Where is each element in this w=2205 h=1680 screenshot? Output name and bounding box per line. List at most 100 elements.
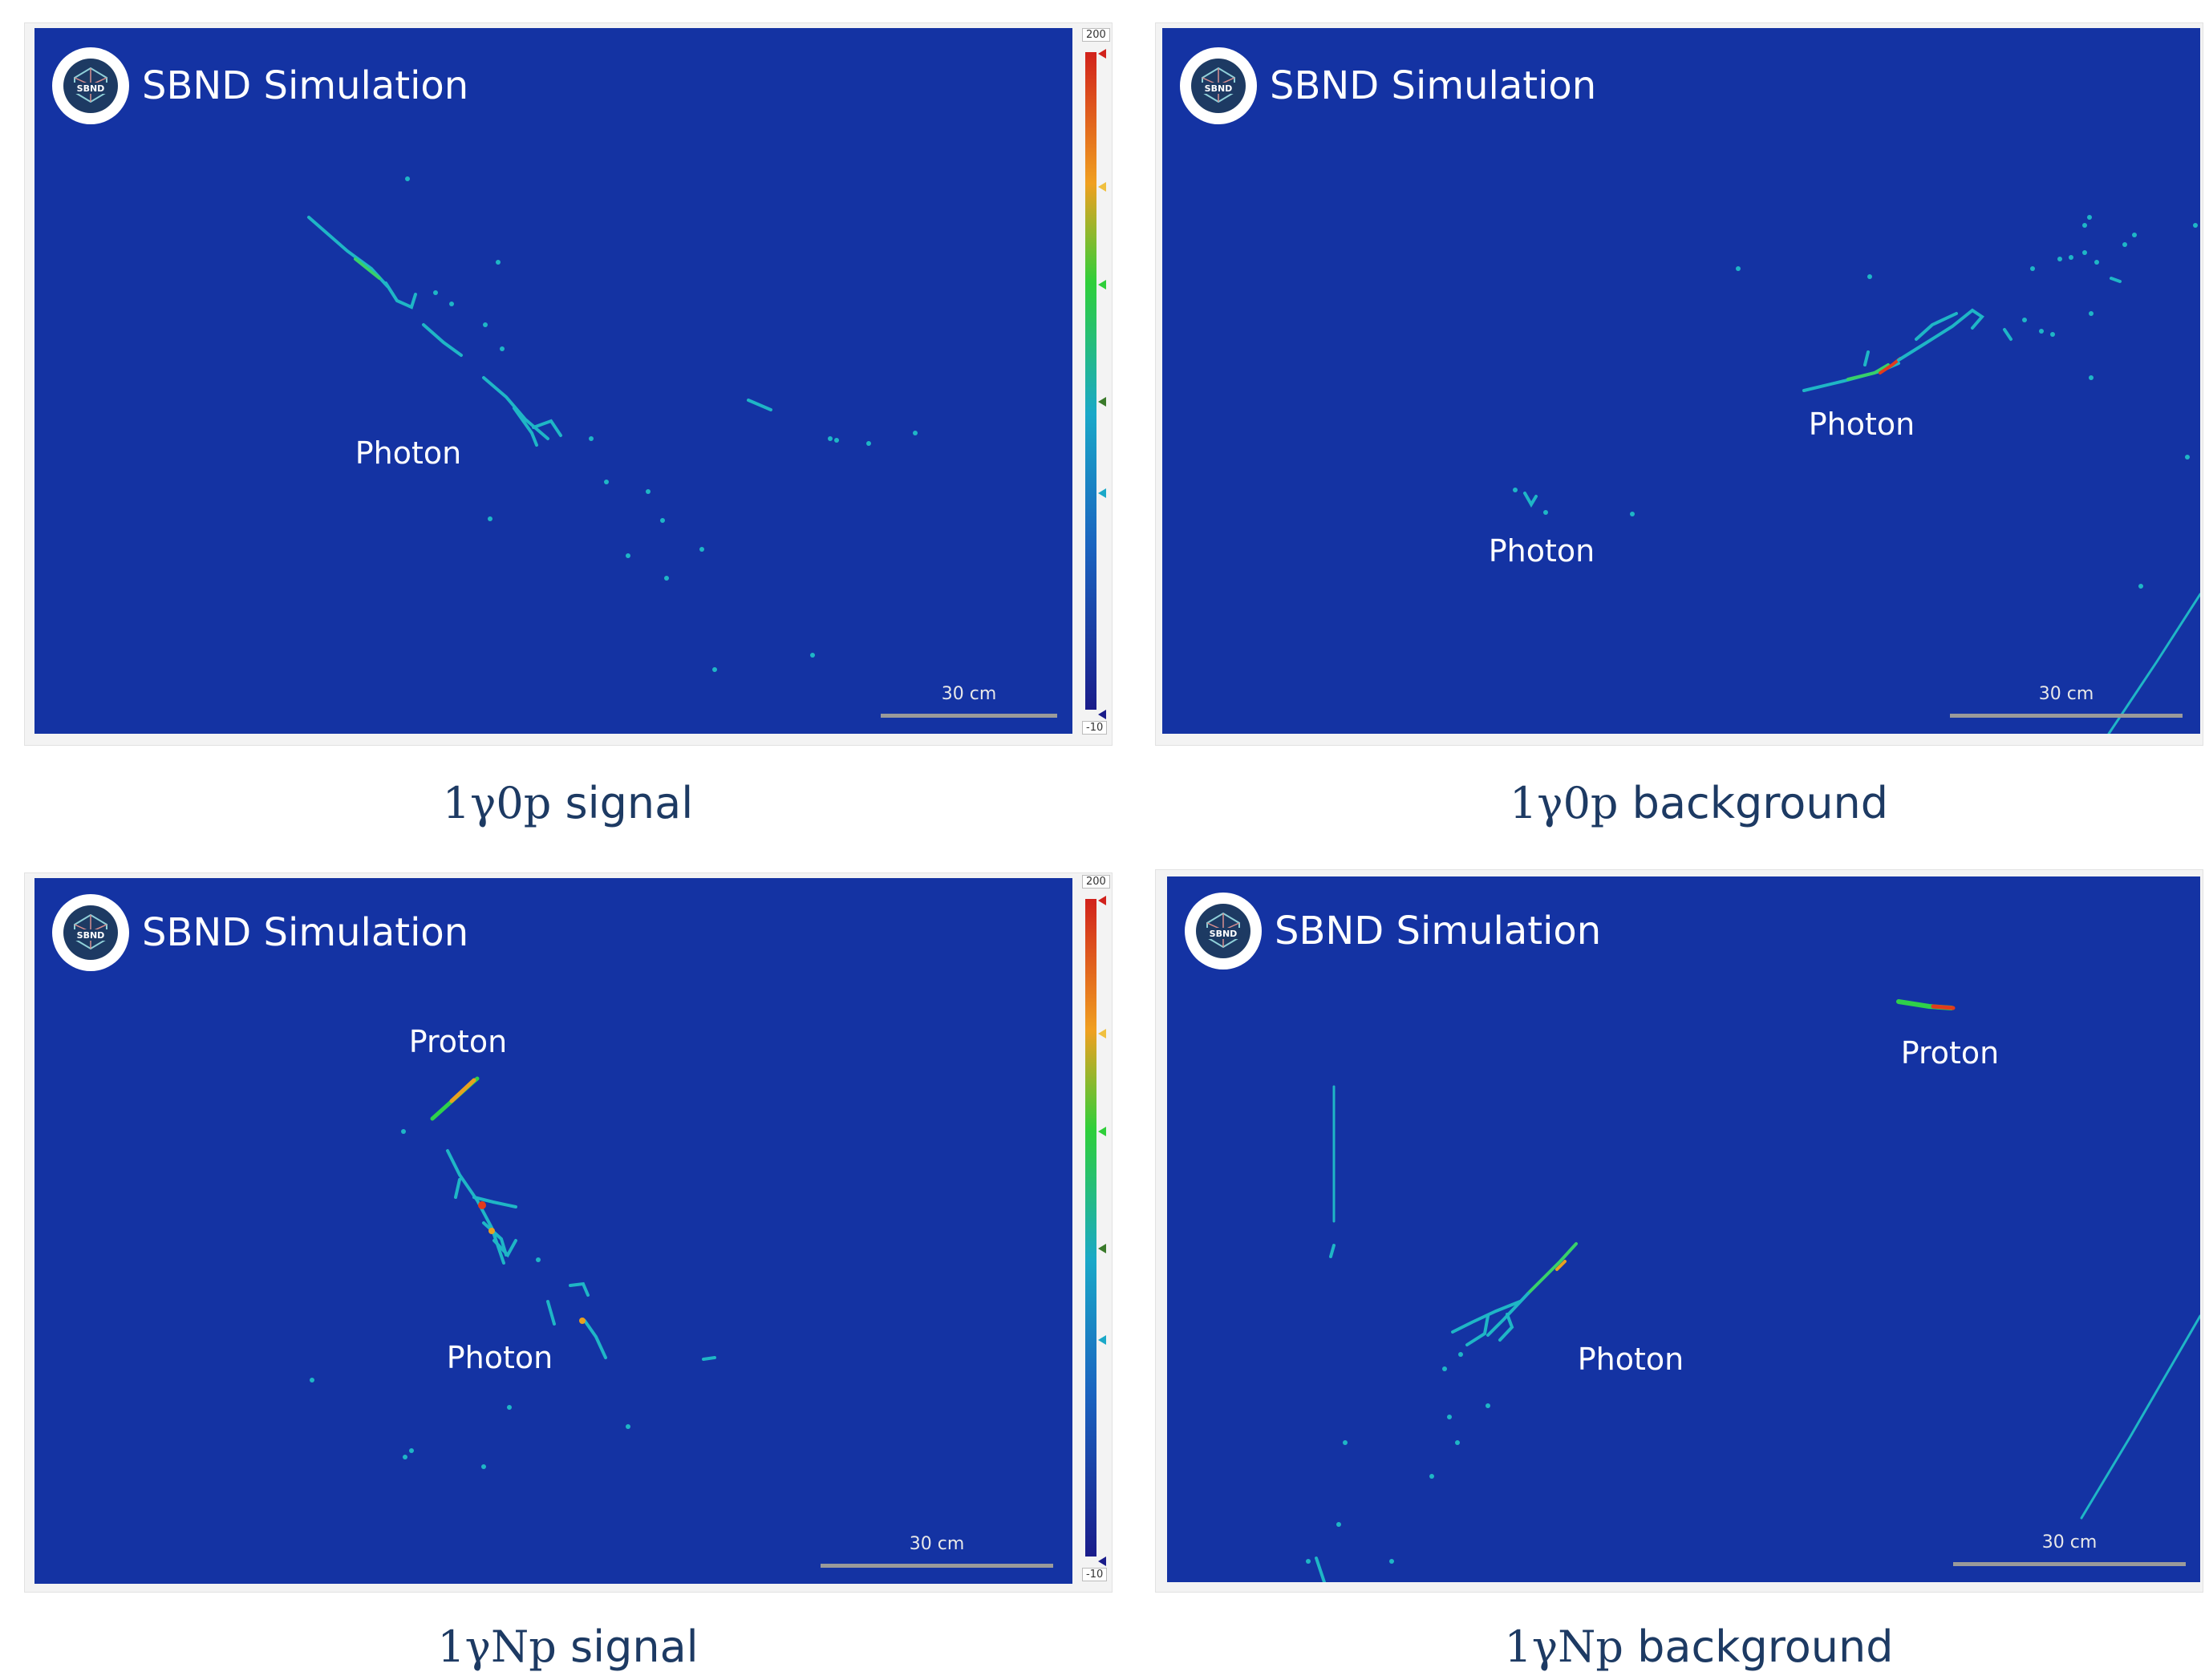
- hit: [401, 1129, 406, 1134]
- caption-1gNp-signal: 1γNp signal: [437, 1621, 698, 1672]
- hit: [2087, 215, 2092, 220]
- scale-bar: 30 cm: [881, 684, 1057, 718]
- scale-line: [1950, 714, 2183, 718]
- colorbar-gradient: [1085, 49, 1106, 719]
- photon-track: [354, 257, 381, 280]
- event-display-canvas: SBND SBND Simulation Proton Photon 30 cm: [1167, 876, 2200, 1582]
- hit: [866, 441, 871, 446]
- photon-track: [446, 1149, 505, 1265]
- caption-math: 1γ0p: [1509, 778, 1619, 828]
- vertical-track: [1329, 1244, 1336, 1258]
- photon-track: [546, 1300, 556, 1326]
- hit: [2069, 255, 2073, 260]
- brand-title: SBND Simulation: [142, 63, 469, 108]
- colorbar-min: -10: [1082, 721, 1108, 735]
- event-display-canvas: SBND SBND Simulation Photon Photon 30 cm: [1162, 28, 2200, 734]
- event-display-1gNp-background: SBND SBND Simulation Proton Photon 30 cm: [1155, 869, 2203, 1593]
- hit: [405, 176, 410, 181]
- track-overlay: [307, 176, 918, 672]
- colorbar-gradient: [1085, 896, 1106, 1566]
- hit: [1455, 1440, 1460, 1445]
- hit: [536, 1257, 541, 1262]
- scale-line: [821, 1564, 1053, 1568]
- track-overlay: [1513, 215, 2200, 734]
- hit: [664, 576, 669, 581]
- colorbar-max: 200: [1082, 875, 1110, 889]
- proton-track: [1931, 1004, 1956, 1010]
- photon-track: [583, 1319, 607, 1359]
- hit: [488, 516, 492, 521]
- photon-track: [1915, 312, 1958, 341]
- hit: [626, 1424, 630, 1429]
- hit: [1306, 1559, 1311, 1564]
- caption-math: 1γNp: [437, 1621, 557, 1672]
- hit: [481, 1464, 486, 1469]
- photon-track: [422, 323, 463, 357]
- hit: [712, 667, 717, 672]
- sbnd-brand: SBND SBND Simulation: [51, 893, 468, 973]
- photon-track: [1523, 492, 1538, 508]
- particle-label-photon: Photon: [446, 1340, 553, 1375]
- hit: [828, 436, 833, 441]
- hit: [660, 518, 665, 523]
- hot-hit: [478, 1201, 486, 1209]
- particle-label-proton: Proton: [408, 1024, 508, 1059]
- photon-track: [1451, 1300, 1522, 1334]
- scale-line: [1953, 1562, 2186, 1566]
- logo-center-text: SBND: [1205, 83, 1233, 94]
- proton-track: [449, 1078, 476, 1103]
- photon-track: [1897, 308, 1984, 362]
- hit: [1543, 510, 1548, 515]
- brand-title: SBND Simulation: [1270, 63, 1597, 108]
- hit: [1343, 1440, 1348, 1445]
- scale-bar: 30 cm: [1953, 1532, 2186, 1566]
- scale-text: 30 cm: [2041, 1532, 2098, 1552]
- hit: [507, 1405, 512, 1410]
- photon-track: [1555, 1260, 1567, 1271]
- scale-line: [881, 714, 1057, 718]
- hit: [1458, 1352, 1463, 1357]
- hit: [699, 547, 704, 552]
- hit: [2094, 260, 2099, 265]
- hit: [2030, 266, 2035, 271]
- caption-1g0p-signal: 1γ0p signal: [443, 778, 693, 828]
- hit: [483, 322, 488, 327]
- hit: [2039, 329, 2044, 334]
- photon-track: [702, 1356, 716, 1361]
- logo-center-text: SBND: [77, 83, 105, 94]
- vertical-track: [1315, 1557, 1326, 1582]
- colorbar-max: 200: [1082, 28, 1110, 42]
- track-overlay: [310, 1076, 716, 1469]
- hit: [2089, 311, 2094, 316]
- caption-word: background: [1637, 1621, 1894, 1672]
- logo-center-text: SBND: [77, 930, 105, 941]
- photon-track: [2003, 328, 2012, 341]
- photon-track: [1465, 1314, 1490, 1346]
- photon-track: [2110, 277, 2122, 283]
- photon-track: [384, 281, 417, 310]
- brand-title: SBND Simulation: [142, 910, 469, 955]
- sbnd-brand: SBND SBND Simulation: [1183, 891, 1601, 971]
- scale-bar: 30 cm: [821, 1534, 1053, 1568]
- particle-label-photon: Photon: [355, 435, 462, 471]
- event-display-1g0p-signal: SBND SBND Simulation Photon 30 cm 200: [24, 22, 1113, 746]
- hit: [834, 438, 839, 443]
- logo-center-text: SBND: [1210, 929, 1238, 939]
- event-display-canvas: SBND SBND Simulation Proton Photon 30 cm: [34, 878, 1072, 1584]
- photon-track: [1863, 350, 1870, 366]
- photon-track: [492, 1239, 517, 1258]
- hit: [2132, 233, 2137, 237]
- caption-1g0p-background: 1γ0p background: [1510, 778, 1888, 828]
- sbnd-logo-icon: SBND: [1180, 47, 1257, 124]
- hit: [2022, 318, 2027, 322]
- colorbar: 200 -10: [1082, 28, 1110, 742]
- sbnd-logo-icon: SBND: [52, 47, 129, 124]
- photon-track: [1526, 1242, 1578, 1295]
- hit: [1630, 512, 1635, 516]
- hit: [1736, 266, 1741, 271]
- hit: [1442, 1366, 1447, 1371]
- hit: [500, 346, 505, 351]
- hit: [1486, 1403, 1490, 1408]
- hit: [310, 1378, 314, 1382]
- particle-label-photon: Photon: [1488, 533, 1595, 569]
